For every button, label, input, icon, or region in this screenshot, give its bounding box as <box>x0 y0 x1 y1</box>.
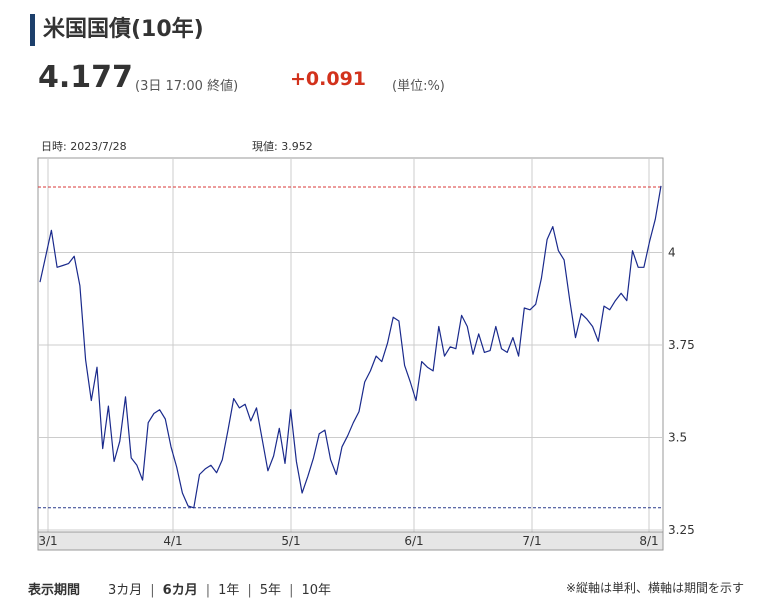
x-tick-label: 7/1 <box>522 534 541 548</box>
x-tick-label: 5/1 <box>281 534 300 548</box>
period-1y[interactable]: 1年 <box>218 583 240 598</box>
period-separator: | <box>205 583 211 598</box>
period-6m[interactable]: 6カ月 <box>162 583 198 598</box>
period-separator: | <box>247 583 252 598</box>
period-selector: 3カ月 | 6カ月 | 1年 | 5年 | 10年 <box>108 579 331 598</box>
x-tick-label: 6/1 <box>404 534 423 548</box>
y-tick-label: 3.25 <box>668 523 695 537</box>
x-tick-label: 8/1 <box>639 534 658 548</box>
period-5y[interactable]: 5年 <box>259 583 282 598</box>
series-line <box>39 185 662 509</box>
period-3m[interactable]: 3カ月 <box>108 583 143 598</box>
y-tick-label: 3.75 <box>668 338 695 352</box>
x-axis-band <box>37 531 664 551</box>
current-price: 4.177 <box>38 60 133 95</box>
axis-note: ※縦軸は単利、横軸は期間を示す <box>566 581 745 595</box>
period-separator: | <box>150 583 155 598</box>
price-unit: (単位:%) <box>392 79 445 94</box>
page-title: 米国国債(10年) <box>43 17 204 42</box>
chart-date-info: 日時: 2023/7/28 <box>41 140 127 153</box>
period-label: 表示期間 <box>28 583 81 598</box>
chart-current-info: 現値: 3.952 <box>252 140 313 153</box>
y-tick-label: 4 <box>668 246 676 260</box>
y-tick-label: 3.5 <box>668 431 687 445</box>
x-tick-label: 3/1 <box>38 534 57 548</box>
x-tick-label: 4/1 <box>163 534 182 548</box>
period-separator: | <box>289 583 294 598</box>
price-time: (3日 17:00 終値) <box>135 79 239 94</box>
price-change: +0.091 <box>290 68 367 90</box>
title-bar: 米国国債(10年) <box>30 14 204 46</box>
period-10y[interactable]: 10年 <box>301 583 331 598</box>
